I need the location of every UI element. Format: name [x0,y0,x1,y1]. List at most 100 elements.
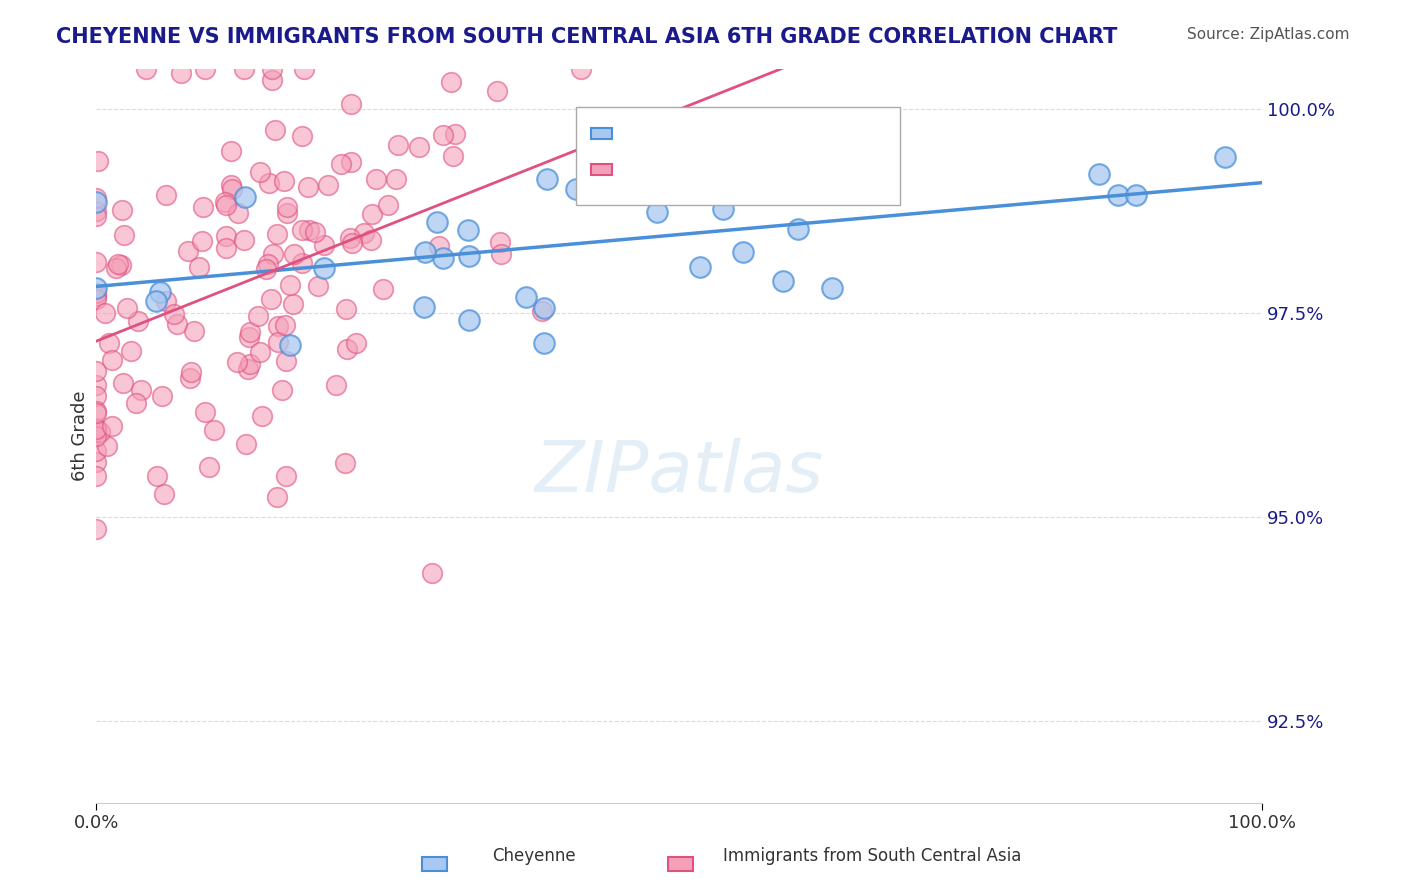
Point [214,241,236,255]
Point [458,249,481,263]
Point [266,490,288,504]
Point [149,285,172,299]
Point [1088,167,1111,181]
Y-axis label: 6th Grade: 6th Grade [72,391,89,481]
Point [344,335,367,350]
Point [262,73,284,87]
Point [84,422,107,436]
Point [821,281,844,295]
Point [491,247,513,261]
Point [325,378,347,392]
Point [145,293,167,308]
Point [263,123,285,137]
Point [235,436,257,450]
Point [340,97,363,112]
Point [260,292,283,306]
Point [115,301,138,315]
Point [101,419,124,434]
Point [246,309,269,323]
Point [420,566,443,580]
Point [860,171,883,186]
Text: N =: N = [724,125,756,143]
Point [360,207,382,221]
Point [291,255,314,269]
Point [84,204,107,219]
Point [84,210,107,224]
Point [605,151,627,165]
Point [219,144,242,158]
Point [266,227,288,241]
Point [413,300,436,314]
Point [1125,187,1147,202]
Text: 33: 33 [773,125,799,143]
Point [84,255,107,269]
Point [219,178,242,193]
Point [257,257,280,271]
Point [339,231,361,245]
Point [146,469,169,483]
Point [335,456,357,470]
Point [238,362,260,376]
Point [249,165,271,179]
Point [606,153,628,167]
Point [84,191,107,205]
Point [89,425,111,439]
Point [125,396,148,410]
Point [711,202,734,216]
Point [353,227,375,241]
Point [94,305,117,319]
Point [84,455,107,469]
Point [441,149,464,163]
Point [262,247,284,261]
Point [202,423,225,437]
Point [335,302,357,317]
Point [432,128,454,142]
Point [304,225,326,239]
Point [645,204,668,219]
Point [772,274,794,288]
Point [385,172,408,186]
Point [150,389,173,403]
Point [387,138,409,153]
Point [170,66,193,80]
Point [273,318,295,332]
Text: ZIPatlas: ZIPatlas [534,438,824,507]
Point [257,176,280,190]
Point [112,228,135,243]
Point [84,195,107,210]
Point [291,223,314,237]
Point [180,365,202,379]
Point [457,223,479,237]
Point [107,258,129,272]
Point [457,313,479,327]
Text: Immigrants from South Central Asia: Immigrants from South Central Asia [723,847,1021,865]
Point [298,223,321,237]
Point [233,62,256,76]
Point [276,200,298,214]
Point [274,469,297,483]
Text: 140: 140 [773,161,811,178]
Point [86,153,108,168]
Point [84,292,107,306]
Point [188,260,211,274]
Point [533,301,555,315]
Point [366,172,388,186]
Point [297,179,319,194]
Point [444,128,467,142]
Point [569,62,592,76]
Point [214,194,236,209]
Point [489,235,512,249]
Point [183,324,205,338]
Text: CHEYENNE VS IMMIGRANTS FROM SOUTH CENTRAL ASIA 6TH GRADE CORRELATION CHART: CHEYENNE VS IMMIGRANTS FROM SOUTH CENTRA… [56,27,1118,46]
Point [1107,188,1129,202]
Point [429,239,451,253]
Point [486,84,509,98]
Point [440,75,463,89]
Point [291,128,314,143]
Point [155,293,177,308]
Point [84,281,107,295]
Point [152,487,174,501]
Point [84,377,107,392]
Text: Source: ZipAtlas.com: Source: ZipAtlas.com [1187,27,1350,42]
Point [340,154,363,169]
